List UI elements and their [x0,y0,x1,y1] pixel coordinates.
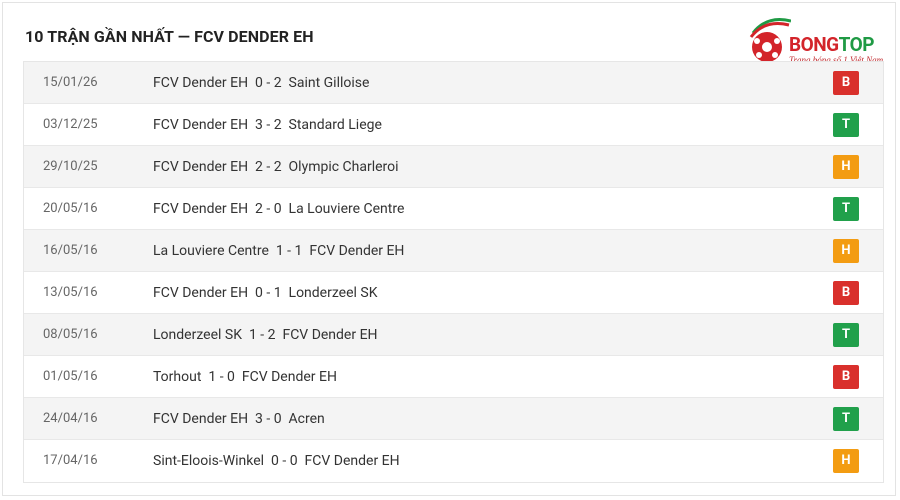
match-date: 13/05/16 [43,285,98,300]
match-date: 17/04/16 [43,453,98,468]
away-team: FCV Dender EH [241,369,337,385]
home-team: FCV Dender EH [153,285,249,301]
match-line: FCV Dender EH 0 - 1 Londerzeel SK [153,272,378,314]
score: 0 - 0 [271,453,298,469]
result-row: 15/01/26 FCV Dender EH 0 - 2 Saint Gilloi… [24,62,883,104]
result-badge: H [833,449,859,473]
away-team: FCV Dender EH [304,453,400,469]
match-date: 15/01/26 [43,75,98,90]
result-badge: T [833,323,859,347]
result-badge: H [833,155,859,179]
match-date: 03/12/25 [43,117,98,132]
score: 0 - 1 [255,285,282,301]
logo-ball [749,18,791,62]
away-team: Acren [288,411,325,427]
results-table: 15/01/26 FCV Dender EH 0 - 2 Saint Gilloi… [23,61,884,483]
logo: BONGTOP Trang bóng số 1 Việt Nam [747,11,897,73]
away-team: FCV Dender EH [309,243,405,259]
score: 3 - 0 [255,411,282,427]
score: 0 - 2 [255,75,282,91]
logo-brand-a: BONG [789,33,839,56]
away-team: FCV Dender EH [282,327,378,343]
match-line: FCV Dender EH 0 - 2 Saint Gilloise [153,62,369,104]
logo-brand-b: TOP [838,33,875,56]
match-date: 24/04/16 [43,411,98,426]
result-badge: H [833,239,859,263]
result-badge: T [833,113,859,137]
match-line: La Louviere Centre 1 - 1 FCV Dender EH [153,230,404,272]
result-row: 13/05/16 FCV Dender EH 0 - 1 Londerzeel S… [24,272,883,314]
home-team: Torhout [153,369,202,385]
home-team: Sint-Eloois-Winkel [153,453,265,469]
logo-brand: BONGTOP [789,33,874,56]
result-row: 24/04/16 FCV Dender EH 3 - 0 Acren T [24,398,883,440]
home-team: FCV Dender EH [153,117,249,133]
match-line: FCV Dender EH 2 - 0 La Louviere Centre [153,188,404,230]
score: 2 - 0 [255,201,282,217]
match-date: 08/05/16 [43,327,98,342]
score: 3 - 2 [255,117,282,133]
score: 1 - 0 [208,369,235,385]
match-line: Sint-Eloois-Winkel 0 - 0 FCV Dender EH [153,440,400,482]
match-line: FCV Dender EH 2 - 2 Olympic Charleroi [153,146,399,188]
result-row: 17/04/16 Sint-Eloois-Winkel 0 - 0 FCV Den… [24,440,883,482]
result-badge: B [833,71,859,95]
match-line: FCV Dender EH 3 - 0 Acren [153,398,325,440]
score: 1 - 2 [248,327,276,343]
match-line: Torhout 1 - 0 FCV Dender EH [153,356,337,398]
away-team: Standard Liege [288,117,382,133]
match-line: FCV Dender EH 3 - 2 Standard Liege [153,104,382,146]
logo-tagline: Trang bóng số 1 Việt Nam [789,55,884,65]
away-team: Saint Gilloise [288,75,370,91]
home-team: FCV Dender EH [153,159,249,175]
result-row: 20/05/16 FCV Dender EH 2 - 0 La Louviere … [24,188,883,230]
away-team: Olympic Charleroi [288,159,399,175]
match-date: 16/05/16 [43,243,98,258]
title: 10 TRẬN GẦN NHẤT — FCV DENDER EH [25,27,314,46]
match-line: Londerzeel SK 1 - 2 FCV Dender EH [153,314,378,356]
result-badge: B [833,281,859,305]
match-date: 29/10/25 [43,159,98,174]
score: 2 - 2 [255,159,282,175]
home-team: FCV Dender EH [153,201,249,217]
away-team: La Louviere Centre [288,201,405,217]
result-row: 01/05/16 Torhout 1 - 0 FCV Dender EH B [24,356,883,398]
match-date: 01/05/16 [43,369,98,384]
score: 1 - 1 [275,243,303,259]
home-team: Londerzeel SK [153,327,242,343]
home-team: FCV Dender EH [153,75,249,91]
match-date: 20/05/16 [43,201,98,216]
result-row: 16/05/16 La Louviere Centre 1 - 1 FCV Den… [24,230,883,272]
result-badge: T [833,407,859,431]
home-team: La Louviere Centre [153,243,269,259]
result-row: 29/10/25 FCV Dender EH 2 - 2 Olympic Char… [24,146,883,188]
away-team: Londerzeel SK [288,285,378,301]
result-badge: B [833,365,859,389]
home-team: FCV Dender EH [153,411,249,427]
result-row: 08/05/16 Londerzeel SK 1 - 2 FCV Dender E… [24,314,883,356]
result-badge: T [833,197,859,221]
result-row: 03/12/25 FCV Dender EH 3 - 2 Standard Lie… [24,104,883,146]
